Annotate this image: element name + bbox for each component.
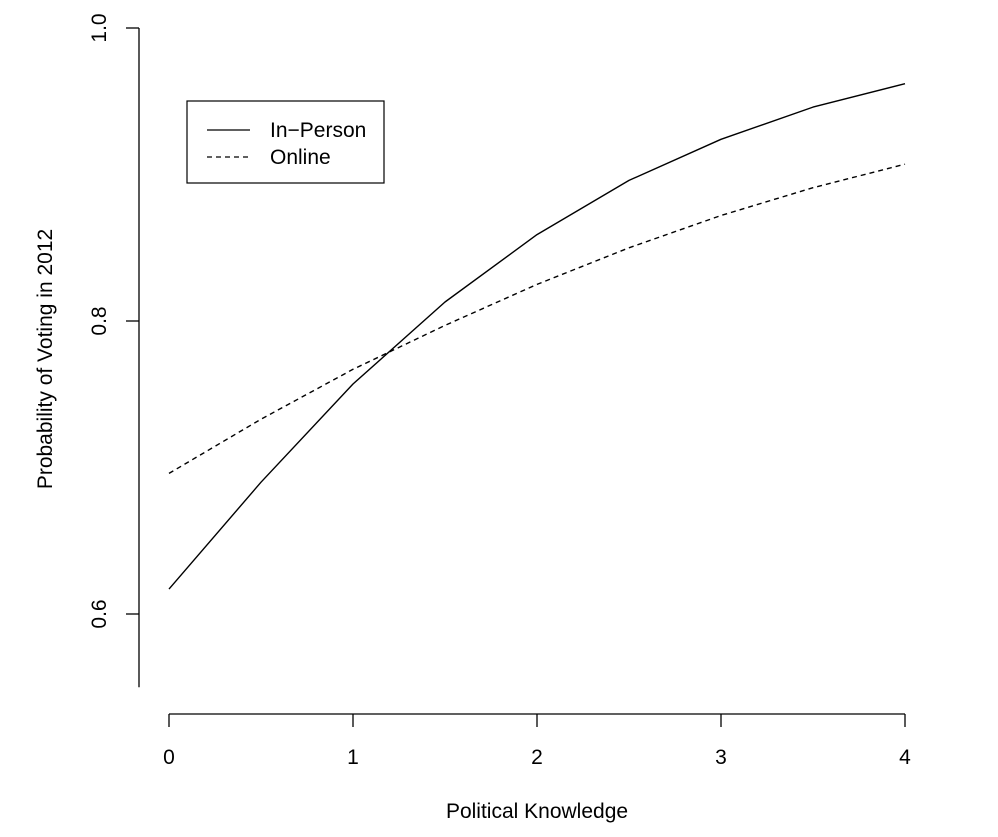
series-line-in-person [168,83,906,590]
legend: In−Person Online [186,100,385,184]
legend-box [186,100,385,184]
y-tick-label: 0.8 [88,306,111,335]
series-line-online [168,163,906,475]
x-tick-label: 1 [347,746,359,769]
x-tick-label: 2 [531,746,543,769]
series-layer [168,83,906,590]
legend-label-in-person: In−Person [270,119,366,142]
y-tick-label: 1.0 [88,13,111,42]
x-tick-label: 0 [163,746,175,769]
y-tick-label: 0.6 [88,599,111,628]
x-tick-label: 4 [899,746,911,769]
x-axis-title: Political Knowledge [446,800,628,823]
axes: 0 1 2 3 4 0.6 0.8 1.0 [88,13,911,769]
y-axis-title: Probability of Voting in 2012 [34,229,57,489]
legend-label-online: Online [270,146,331,169]
x-tick-label: 3 [715,746,727,769]
